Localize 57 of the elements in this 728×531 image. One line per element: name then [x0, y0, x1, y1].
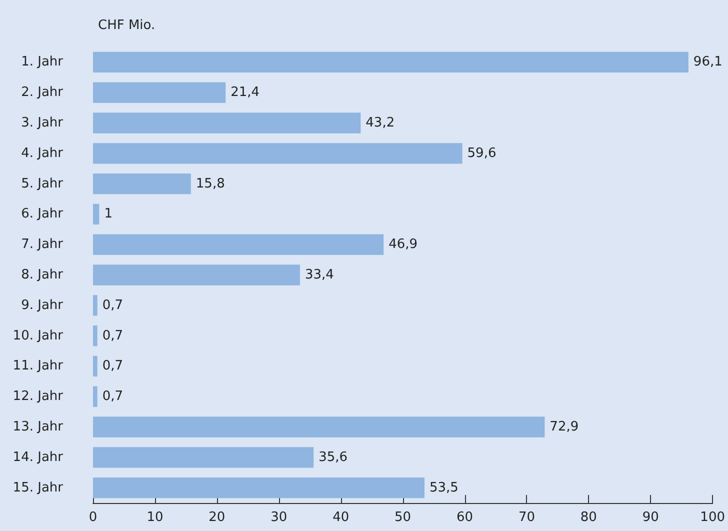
x-tick-label: 40	[332, 510, 350, 525]
chart-title: CHF Mio.	[98, 18, 156, 33]
y-tick-label: 10. Jahr	[12, 328, 64, 344]
bar	[93, 295, 98, 316]
data-label: 59,6	[467, 146, 496, 161]
x-tick-label: 60	[456, 510, 474, 525]
bar	[93, 143, 462, 164]
x-tick-label: 80	[580, 510, 597, 525]
y-tick-label: 8. Jahr	[21, 268, 64, 282]
bar	[93, 204, 100, 225]
data-label: 43,2	[366, 116, 395, 130]
y-tick-label: 9. Jahr	[21, 298, 64, 313]
y-tick-label: 15. Jahr	[12, 480, 64, 496]
data-label: 35,6	[318, 450, 348, 465]
data-label: 72,9	[550, 420, 579, 434]
bar	[93, 234, 384, 255]
bar	[93, 112, 361, 134]
bar	[93, 325, 98, 346]
y-tick-label: 3. Jahr	[21, 116, 64, 130]
x-tick-label: 90	[642, 510, 659, 525]
y-tick-label: 1. Jahr	[21, 54, 64, 70]
x-tick-label: 100	[700, 510, 726, 525]
data-label: 1	[104, 206, 112, 222]
x-tick-label: 20	[208, 510, 226, 525]
y-tick-label: 12. Jahr	[12, 389, 64, 404]
data-label: 96,1	[693, 54, 722, 70]
data-label: 15,8	[196, 176, 225, 192]
y-tick-label: 4. Jahr	[21, 146, 64, 161]
data-label: 0,7	[102, 328, 124, 344]
bar	[93, 386, 98, 407]
bar	[93, 447, 314, 468]
x-tick-label: 0	[88, 510, 98, 525]
y-tick-label: 7. Jahr	[21, 237, 64, 252]
y-tick-label: 5. Jahr	[21, 176, 64, 192]
data-label: 0,7	[102, 358, 124, 374]
y-tick-label: 14. Jahr	[12, 450, 64, 465]
data-label: 0,7	[102, 389, 124, 404]
data-label: 33,4	[304, 268, 334, 282]
y-tick-label: 13. Jahr	[12, 420, 64, 434]
data-label: 0,7	[102, 298, 124, 313]
x-tick-label: 30	[270, 510, 288, 525]
bar	[93, 264, 300, 286]
x-tick-label: 70	[518, 510, 535, 525]
data-label: 46,9	[388, 237, 418, 252]
bar	[93, 416, 545, 438]
x-tick-label: 50	[394, 510, 412, 525]
bar	[93, 52, 688, 73]
bar	[93, 477, 424, 498]
bar	[93, 173, 191, 194]
bar	[93, 356, 98, 377]
data-label: 53,5	[429, 480, 458, 496]
y-tick-label: 2. Jahr	[21, 85, 64, 100]
y-tick-label: 6. Jahr	[21, 206, 64, 222]
data-label: 21,4	[230, 85, 260, 100]
y-tick-label: 11. Jahr	[12, 358, 64, 374]
bar	[93, 82, 226, 103]
x-tick-label: 10	[146, 510, 164, 525]
